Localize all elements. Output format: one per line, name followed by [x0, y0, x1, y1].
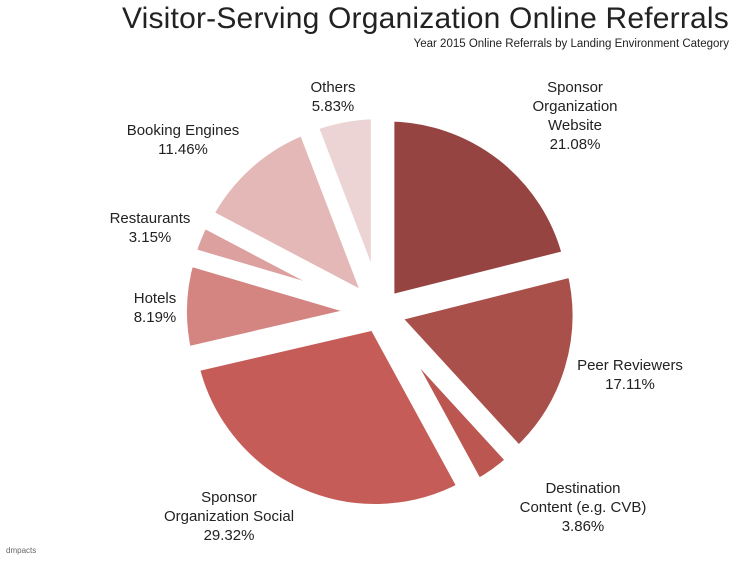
pie-slice: [303, 105, 385, 308]
pie-slice: [384, 262, 587, 462]
slice-label: Booking Engines 11.46%: [127, 122, 240, 158]
pie-slice: [380, 107, 577, 310]
slice-label: Sponsor Organization Social 29.32%: [164, 489, 294, 544]
slice-label: Peer Reviewers 17.11%: [577, 357, 683, 393]
slice-label: Sponsor Organization Website 21.08%: [532, 79, 617, 153]
slice-label: Others 5.83%: [310, 79, 355, 115]
pie-slice: [198, 120, 380, 311]
credit-logo: dmpacts: [6, 546, 37, 555]
slice-label: Hotels 8.19%: [134, 290, 177, 326]
slice-label: Restaurants 3.15%: [110, 210, 191, 246]
slice-label: Destination Content (e.g. CVB) 3.86%: [520, 480, 647, 535]
chart-title: Visitor-Serving Organization Online Refe…: [121, 2, 729, 35]
chart-subtitle: Year 2015 Online Referrals by Landing En…: [413, 38, 729, 50]
pie-slice: [379, 314, 522, 494]
pie-slice: [184, 315, 473, 518]
